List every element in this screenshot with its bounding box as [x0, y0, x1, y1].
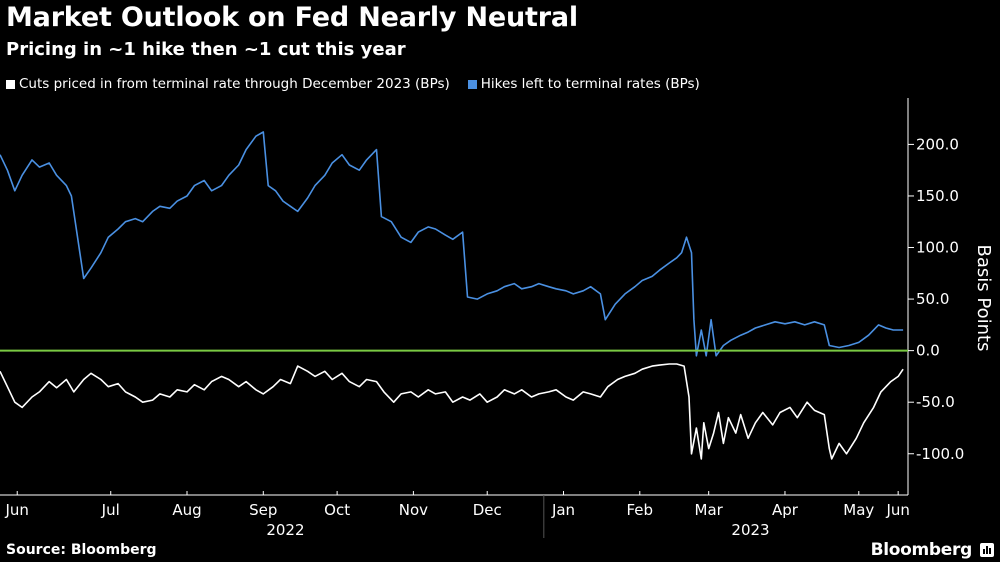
source-note: Source: Bloomberg [6, 542, 157, 558]
x-tick-label-4: Oct [324, 501, 350, 519]
brand-logo: Bloomberg [870, 540, 973, 560]
legend-label-hikes: Hikes left to terminal rates (BPs) [480, 76, 700, 92]
y-tick-label-3: 50.0 [916, 290, 949, 308]
x-tick-label-10: Apr [772, 501, 799, 519]
chart-title: Market Outlook on Fed Nearly Neutral [6, 2, 578, 33]
y-tick-label-5: -50.0 [916, 393, 955, 411]
legend-label-cuts: Cuts priced in from terminal rate throug… [19, 76, 450, 92]
series-line-hikes [0, 131, 904, 357]
x-tick-label-8: Feb [627, 501, 654, 519]
x-tick-label-5: Nov [399, 501, 428, 519]
x-tick-label-12: Jun [885, 501, 909, 519]
year-label-0: 2022 [266, 521, 304, 539]
legend-swatch-cuts [6, 79, 15, 89]
x-tick-label-9: Mar [695, 501, 724, 519]
legend-item-cuts: Cuts priced in from terminal rate throug… [6, 76, 450, 92]
x-tick-label-7: Jan [551, 501, 575, 519]
legend-swatch-hikes [467, 79, 477, 89]
bar-chart-icon [980, 543, 994, 557]
x-tick-label-3: Sep [249, 501, 277, 519]
y-axis-label: Basis Points [973, 245, 994, 352]
x-tick-label-1: Jul [101, 501, 120, 519]
y-tick-label-1: 150.0 [916, 187, 959, 205]
x-tick-label-2: Aug [172, 501, 201, 519]
series-line-cuts [0, 363, 904, 460]
y-tick-label-2: 100.0 [916, 239, 959, 257]
year-label-1: 2023 [731, 521, 769, 539]
y-tick-label-4: 0.0 [916, 342, 940, 360]
x-tick-label-11: May [843, 501, 874, 519]
chart-subtitle: Pricing in ~1 hike then ~1 cut this year [6, 39, 406, 60]
x-tick-label-0: Jun [5, 501, 29, 519]
legend-item-hikes: Hikes left to terminal rates (BPs) [467, 76, 700, 92]
y-tick-label-6: -100.0 [916, 445, 964, 463]
x-tick-label-6: Dec [473, 501, 502, 519]
legend: Cuts priced in from terminal rate throug… [6, 76, 718, 92]
y-tick-label-0: 200.0 [916, 135, 959, 153]
